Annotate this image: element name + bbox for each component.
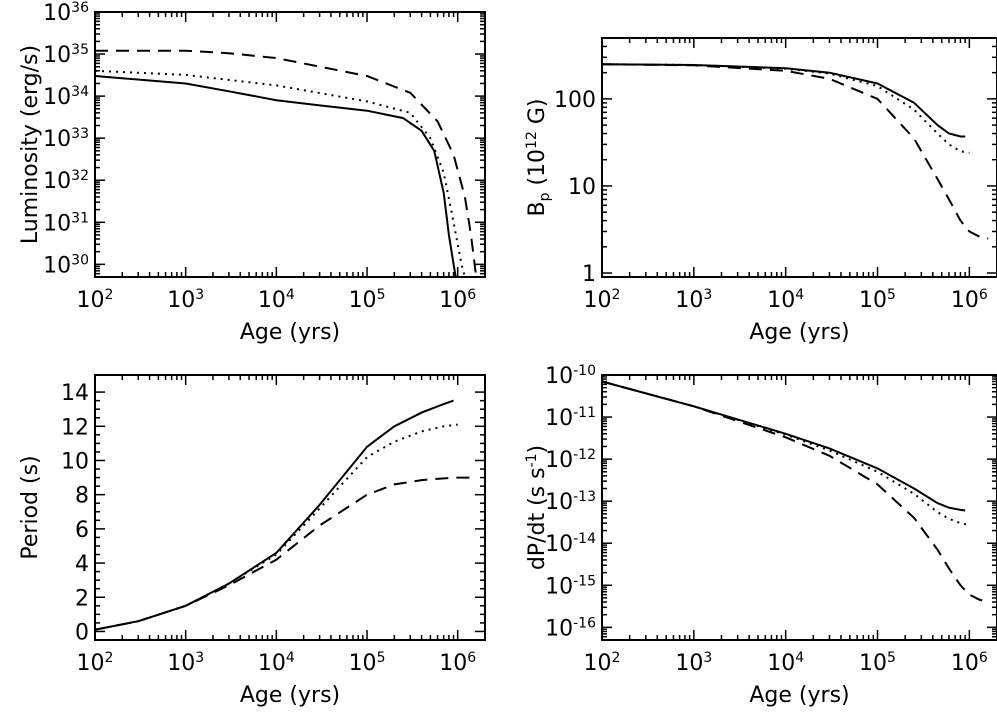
x-axis-title: Age (yrs) — [240, 683, 340, 708]
x-tick-label: 104 — [258, 287, 295, 313]
y-tick-label: 1035 — [43, 42, 89, 68]
luminosity-panel: 102 103 104 105 106 1030 1031 1032 1033 1034 1035 1… — [18, 0, 486, 345]
y-tick-label: 14 — [61, 381, 89, 406]
y-tick-label: 6 — [75, 518, 89, 543]
y-axis-title: Luminosity (erg/s) — [18, 45, 43, 244]
x-tick-label: 106 — [951, 650, 988, 676]
plot-frame — [94, 374, 486, 641]
y-tick-label: 1036 — [43, 0, 89, 26]
y-tick-label: 1 — [582, 262, 596, 287]
x-tick-label: 103 — [167, 287, 204, 313]
y-tick-label: 4 — [75, 552, 89, 577]
series-solid-line — [95, 399, 454, 631]
y-tick-label: 10-10 — [545, 363, 596, 389]
series-solid-line — [602, 380, 966, 512]
x-tick-label: 104 — [258, 650, 295, 676]
y-tick-label: 1030 — [43, 253, 89, 279]
x-tick-label: 103 — [675, 287, 712, 313]
series-dotted-line — [95, 423, 458, 631]
x-tick-label: 106 — [951, 287, 988, 313]
y-tick-label: 10 — [61, 449, 89, 474]
x-tick-label: 105 — [349, 287, 386, 313]
series-dotted-line — [602, 63, 970, 154]
x-axis-title: Age (yrs) — [240, 320, 340, 345]
x-tick-label: 104 — [767, 650, 804, 676]
x-tick-label: 102 — [584, 650, 621, 676]
y-axis-title: Bp (1012 G) — [524, 98, 553, 216]
series-solid-line — [95, 75, 457, 277]
x-tick-label: 105 — [349, 650, 386, 676]
series-dashed-line — [95, 49, 478, 277]
bfield-panel: 102 103 104 105 106 1 10 100 Age (yrs) Bp (1012 G… — [524, 37, 997, 345]
y-tick-label: 1032 — [43, 169, 89, 195]
x-tick-label: 103 — [675, 650, 712, 676]
y-axis-title: dP/dt (s s-1) — [524, 445, 550, 570]
x-tick-label: 102 — [77, 287, 114, 313]
x-tick-label: 106 — [439, 287, 476, 313]
series-dotted-line — [95, 69, 466, 277]
plot-frame — [601, 37, 997, 278]
x-axis-title: Age (yrs) — [749, 320, 849, 345]
series-dashed-line — [602, 380, 989, 603]
y-tick-label: 12 — [61, 415, 89, 440]
x-axis-title: Age (yrs) — [749, 683, 849, 708]
y-tick-label: 1033 — [43, 126, 89, 152]
series-dashed-line — [95, 476, 474, 631]
x-tick-label: 106 — [439, 650, 476, 676]
y-tick-label: 1034 — [43, 84, 89, 110]
y-tick-label: 10-16 — [545, 616, 596, 642]
x-tick-label: 105 — [859, 650, 896, 676]
y-tick-label: 10-15 — [545, 574, 596, 600]
x-tick-label: 105 — [859, 287, 896, 313]
y-tick-label: 10-13 — [545, 489, 596, 515]
pdot-panel: 102 103 104 105 106 10-16 10-15 10-14 10-13 10-12… — [524, 363, 997, 708]
series-dotted-line — [602, 380, 970, 527]
series-solid-line — [602, 63, 966, 138]
y-tick-label: 2 — [75, 586, 89, 611]
y-tick-label: 10-14 — [545, 532, 596, 558]
series-dashed-line — [602, 63, 989, 240]
y-tick-label: 1031 — [43, 211, 89, 237]
y-tick-label: 10-12 — [545, 447, 596, 473]
plot-frame — [601, 374, 997, 641]
y-tick-label: 100 — [554, 88, 596, 113]
y-tick-label: 0 — [75, 620, 89, 645]
y-axis-title: Period (s) — [18, 455, 43, 559]
x-tick-label: 104 — [767, 287, 804, 313]
x-tick-label: 103 — [167, 650, 204, 676]
plot-frame — [94, 11, 486, 278]
y-tick-label: 10-11 — [545, 405, 596, 431]
x-tick-label: 102 — [584, 287, 621, 313]
period-panel: 102 103 104 105 106 0 2 4 6 8 10 12 14 Age (yrs) Perio… — [18, 374, 486, 708]
y-tick-label: 10 — [568, 175, 596, 200]
x-tick-label: 102 — [77, 650, 114, 676]
y-tick-label: 8 — [75, 484, 89, 509]
